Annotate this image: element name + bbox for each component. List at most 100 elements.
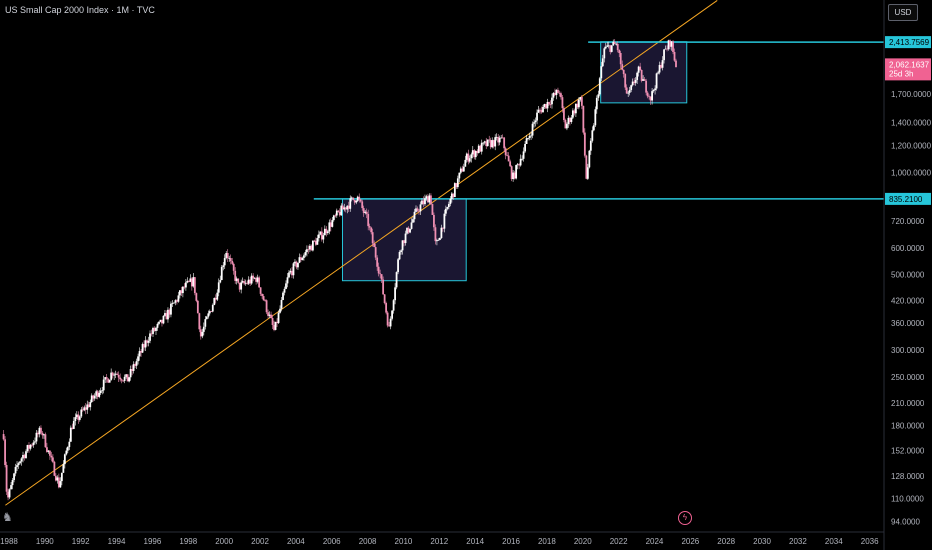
candle (673, 51, 676, 61)
price-tick-label: 360.0000 (891, 319, 925, 328)
candle (298, 257, 301, 263)
candle (444, 208, 447, 214)
candle (329, 222, 332, 227)
candle (117, 374, 120, 378)
candle (536, 112, 538, 121)
time-tick-label: 2016 (502, 537, 520, 546)
candle (479, 145, 482, 152)
lightning-icon[interactable]: ϟ (678, 511, 692, 525)
candle (473, 150, 476, 158)
candle (636, 72, 639, 80)
candle (516, 164, 519, 166)
candle (289, 270, 292, 273)
candle (226, 253, 229, 259)
candle (558, 92, 561, 94)
candle (183, 286, 186, 288)
candle (504, 148, 507, 156)
candle (471, 150, 474, 155)
candle (582, 105, 585, 133)
price-tick-label: 1,000.0000 (891, 168, 932, 177)
currency-selector[interactable]: USD (888, 4, 918, 21)
candle (244, 282, 247, 284)
candle (49, 450, 51, 456)
candle (65, 450, 68, 455)
candle (258, 277, 261, 288)
candle (186, 280, 189, 283)
candle (601, 58, 604, 67)
candle (370, 227, 373, 233)
candle (606, 45, 609, 47)
candle (600, 66, 603, 79)
candle (134, 364, 136, 366)
candle (633, 81, 636, 83)
time-tick-label: 2008 (359, 537, 377, 546)
candle (300, 257, 302, 261)
candle (424, 198, 426, 205)
candle (368, 226, 371, 228)
candle (246, 282, 249, 284)
candle (310, 245, 313, 251)
candle (267, 312, 269, 316)
candle (11, 480, 14, 486)
candle (495, 136, 498, 138)
candle (72, 421, 75, 429)
candle (344, 207, 347, 210)
candle (373, 243, 376, 248)
candle (313, 240, 316, 242)
candle (81, 409, 84, 411)
candle (314, 240, 317, 245)
candle (101, 390, 104, 392)
candle (332, 215, 335, 221)
candle (557, 89, 559, 93)
candle (147, 340, 150, 343)
candle (25, 451, 27, 459)
candle (477, 145, 480, 153)
candle (286, 277, 289, 284)
candle (46, 447, 48, 452)
candle (303, 255, 305, 258)
candle (546, 101, 549, 109)
candle (554, 92, 556, 95)
candle (525, 138, 528, 144)
candle (135, 361, 138, 366)
candle (507, 155, 510, 162)
candle (440, 227, 443, 238)
candle (467, 153, 470, 162)
candle (591, 130, 594, 141)
candle (199, 329, 202, 337)
candle (474, 150, 477, 158)
candle (140, 351, 142, 353)
candle (234, 270, 237, 281)
candle (422, 200, 425, 205)
candle (119, 377, 122, 380)
candle (208, 311, 211, 314)
candle (237, 278, 240, 283)
candle (428, 195, 431, 203)
candle (542, 106, 544, 113)
time-tick-label: 2018 (538, 537, 556, 546)
candle (306, 249, 308, 253)
candle (397, 259, 399, 273)
candle (383, 294, 386, 304)
candle (655, 73, 658, 89)
candle (658, 64, 661, 73)
candle (574, 103, 577, 114)
candle (416, 208, 419, 211)
candle (588, 150, 591, 168)
tradingview-logo-icon[interactable]: ♞ (2, 510, 13, 524)
candle (573, 110, 576, 114)
candle (323, 228, 326, 236)
candle (247, 279, 250, 284)
candle (164, 313, 166, 316)
candle (622, 69, 625, 75)
candle (486, 139, 489, 147)
candle (222, 265, 225, 267)
candle (400, 250, 402, 253)
candle (455, 183, 458, 188)
candle (92, 395, 95, 399)
candle (255, 277, 258, 282)
candle (114, 373, 117, 375)
candle (492, 140, 495, 147)
candle (630, 85, 633, 90)
